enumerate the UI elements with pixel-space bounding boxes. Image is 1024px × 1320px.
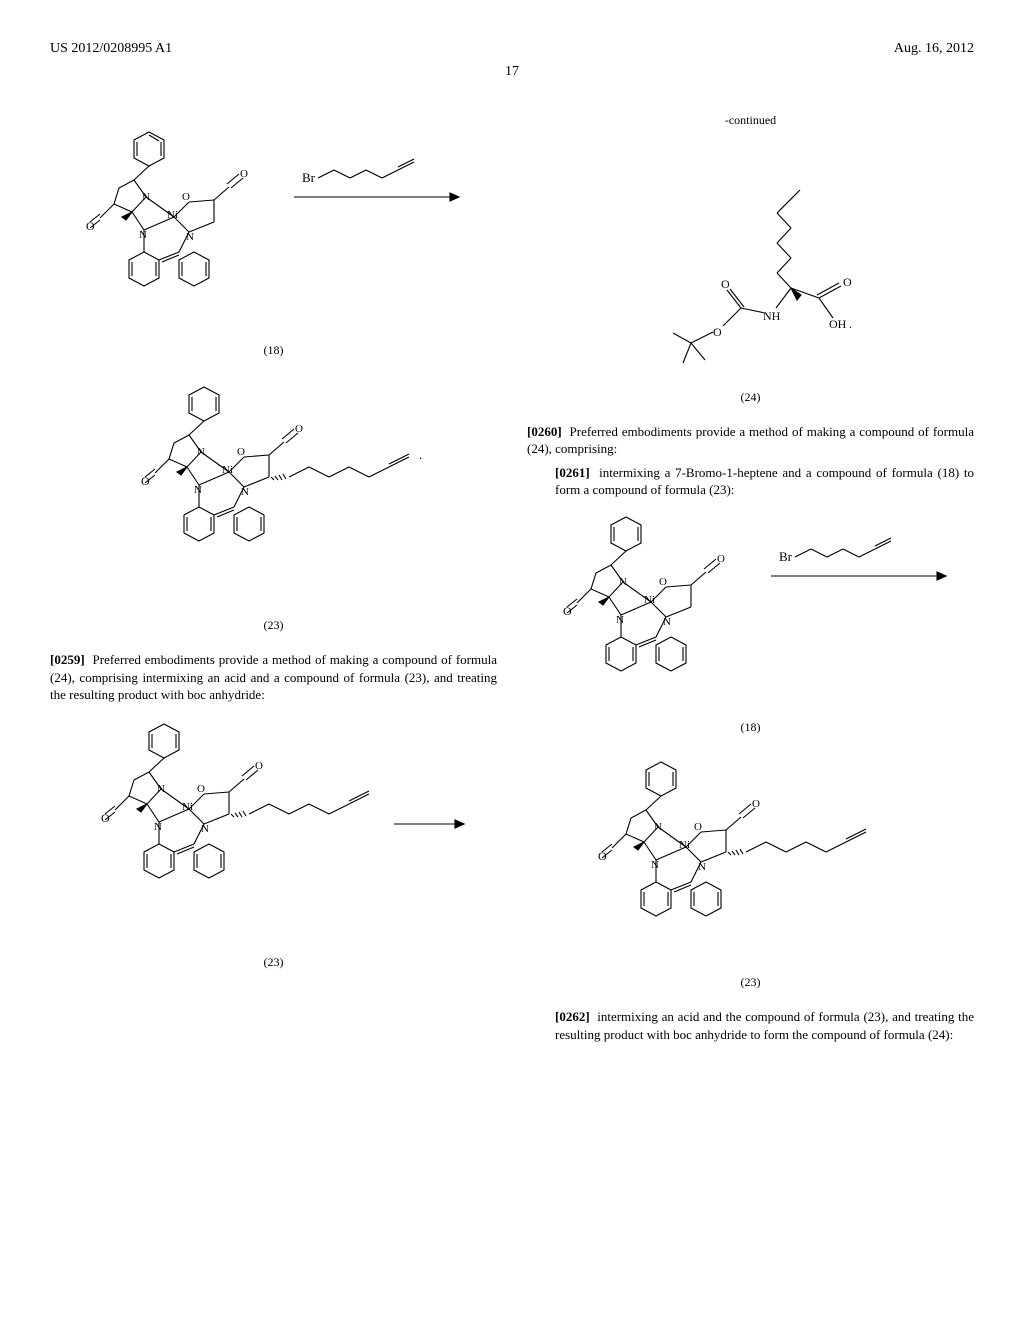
oxygen-label: O: [255, 760, 263, 772]
structure-23-bottom: O Ni N N N O O: [50, 714, 497, 949]
oxygen-label: O: [752, 798, 760, 810]
page-number: 17: [50, 63, 974, 82]
oxygen-label: O: [659, 576, 667, 588]
structure-24: O OH . NH O O: [527, 138, 974, 383]
structure-24-label: (24): [527, 389, 974, 405]
nh-label: NH: [763, 309, 781, 323]
nitrogen-label: N: [142, 191, 150, 203]
oxygen-label: O: [598, 849, 607, 863]
nitrogen-label: N: [197, 446, 205, 458]
paragraph-0262: [0262] intermixing an acid and the compo…: [527, 1008, 974, 1043]
para-text: intermixing an acid and the compound of …: [555, 1009, 974, 1042]
oxygen-label: O: [240, 168, 248, 180]
structure-18-right: O Ni N N N O O Br: [527, 509, 974, 714]
nickel-label: Ni: [167, 209, 178, 221]
paragraph-0260: [0260] Preferred embodiments provide a m…: [527, 423, 974, 458]
structure-18-svg: O Ni N N N O O Br: [64, 122, 484, 332]
hydroxyl-label: OH: [829, 317, 847, 331]
oxygen-label: O: [721, 277, 730, 291]
structure-24-svg: O OH . NH O O: [601, 138, 901, 378]
nickel-label: Ni: [222, 464, 233, 476]
paragraph-0261: [0261] intermixing a 7-Bromo-1-heptene a…: [527, 464, 974, 499]
structure-18-label: (18): [50, 342, 497, 358]
para-num: [0262]: [555, 1009, 590, 1024]
structure-18-right-svg: O Ni N N N O O Br: [541, 509, 961, 709]
para-text: intermixing a 7-Bromo-1-heptene and a co…: [555, 465, 974, 498]
nitrogen-label: N: [619, 576, 627, 588]
para-text: Preferred embodiments provide a method o…: [527, 424, 974, 457]
oxygen-label: O: [694, 821, 702, 833]
header-right: Aug. 16, 2012: [894, 40, 974, 59]
oxygen-label: O: [237, 446, 245, 458]
nitrogen-label: N: [616, 614, 624, 626]
bromine-label: Br: [302, 170, 316, 185]
nickel-label: Ni: [182, 801, 193, 813]
oxygen-label: O: [141, 474, 150, 488]
nitrogen-label: N: [241, 486, 249, 498]
oxygen-label: O: [717, 553, 725, 565]
oxygen-label: O: [197, 783, 205, 795]
para-num: [0259]: [50, 652, 85, 667]
paragraph-0259: [0259] Preferred embodiments provide a m…: [50, 651, 497, 704]
nitrogen-label: N: [139, 229, 147, 241]
oxygen-label: O: [101, 811, 110, 825]
para-num: [0260]: [527, 424, 562, 439]
nitrogen-label: N: [154, 821, 162, 833]
oxygen-label: O: [86, 219, 95, 233]
period: .: [419, 447, 422, 462]
structure-18-right-label: (18): [527, 719, 974, 735]
oxygen-label: O: [843, 275, 852, 289]
structure-23-right-svg: O Ni N N N O O: [551, 754, 951, 964]
nitrogen-label: N: [654, 821, 662, 833]
nitrogen-label: N: [663, 616, 671, 628]
para-num: [0261]: [555, 465, 590, 480]
nitrogen-label: N: [698, 861, 706, 873]
continued-label: -continued: [527, 112, 974, 128]
structure-23-right: O Ni N N N O O: [527, 754, 974, 969]
period: .: [849, 317, 852, 331]
two-column-layout: O Ni N N N O O Br: [50, 112, 974, 1050]
nitrogen-label: N: [201, 823, 209, 835]
nitrogen-label: N: [194, 484, 202, 496]
structure-23-bottom-label: (23): [50, 954, 497, 970]
oxygen-label: O: [563, 604, 572, 618]
header-left: US 2012/0208995 A1: [50, 40, 172, 59]
structure-23-bottom-svg: O Ni N N N O O: [64, 714, 484, 944]
nickel-label: Ni: [644, 594, 655, 606]
para-text: Preferred embodiments provide a method o…: [50, 652, 497, 702]
nitrogen-label: N: [157, 783, 165, 795]
nitrogen-label: N: [651, 859, 659, 871]
structure-23-top-svg: O Ni N N N O O .: [74, 377, 474, 607]
nickel-label: Ni: [679, 839, 690, 851]
page-header: US 2012/0208995 A1 Aug. 16, 2012: [50, 40, 974, 59]
oxygen-label: O: [182, 191, 190, 203]
structure-23-top-label: (23): [50, 617, 497, 633]
nitrogen-label: N: [186, 231, 194, 243]
left-column: O Ni N N N O O Br: [50, 112, 497, 1050]
bromine-label: Br: [779, 549, 793, 564]
structure-23-top: O Ni N N N O O .: [50, 377, 497, 612]
right-column: -continued: [527, 112, 974, 1050]
oxygen-label: O: [713, 325, 722, 339]
structure-23-right-label: (23): [527, 974, 974, 990]
structure-18-scheme: O Ni N N N O O Br: [50, 122, 497, 337]
oxygen-label: O: [295, 423, 303, 435]
